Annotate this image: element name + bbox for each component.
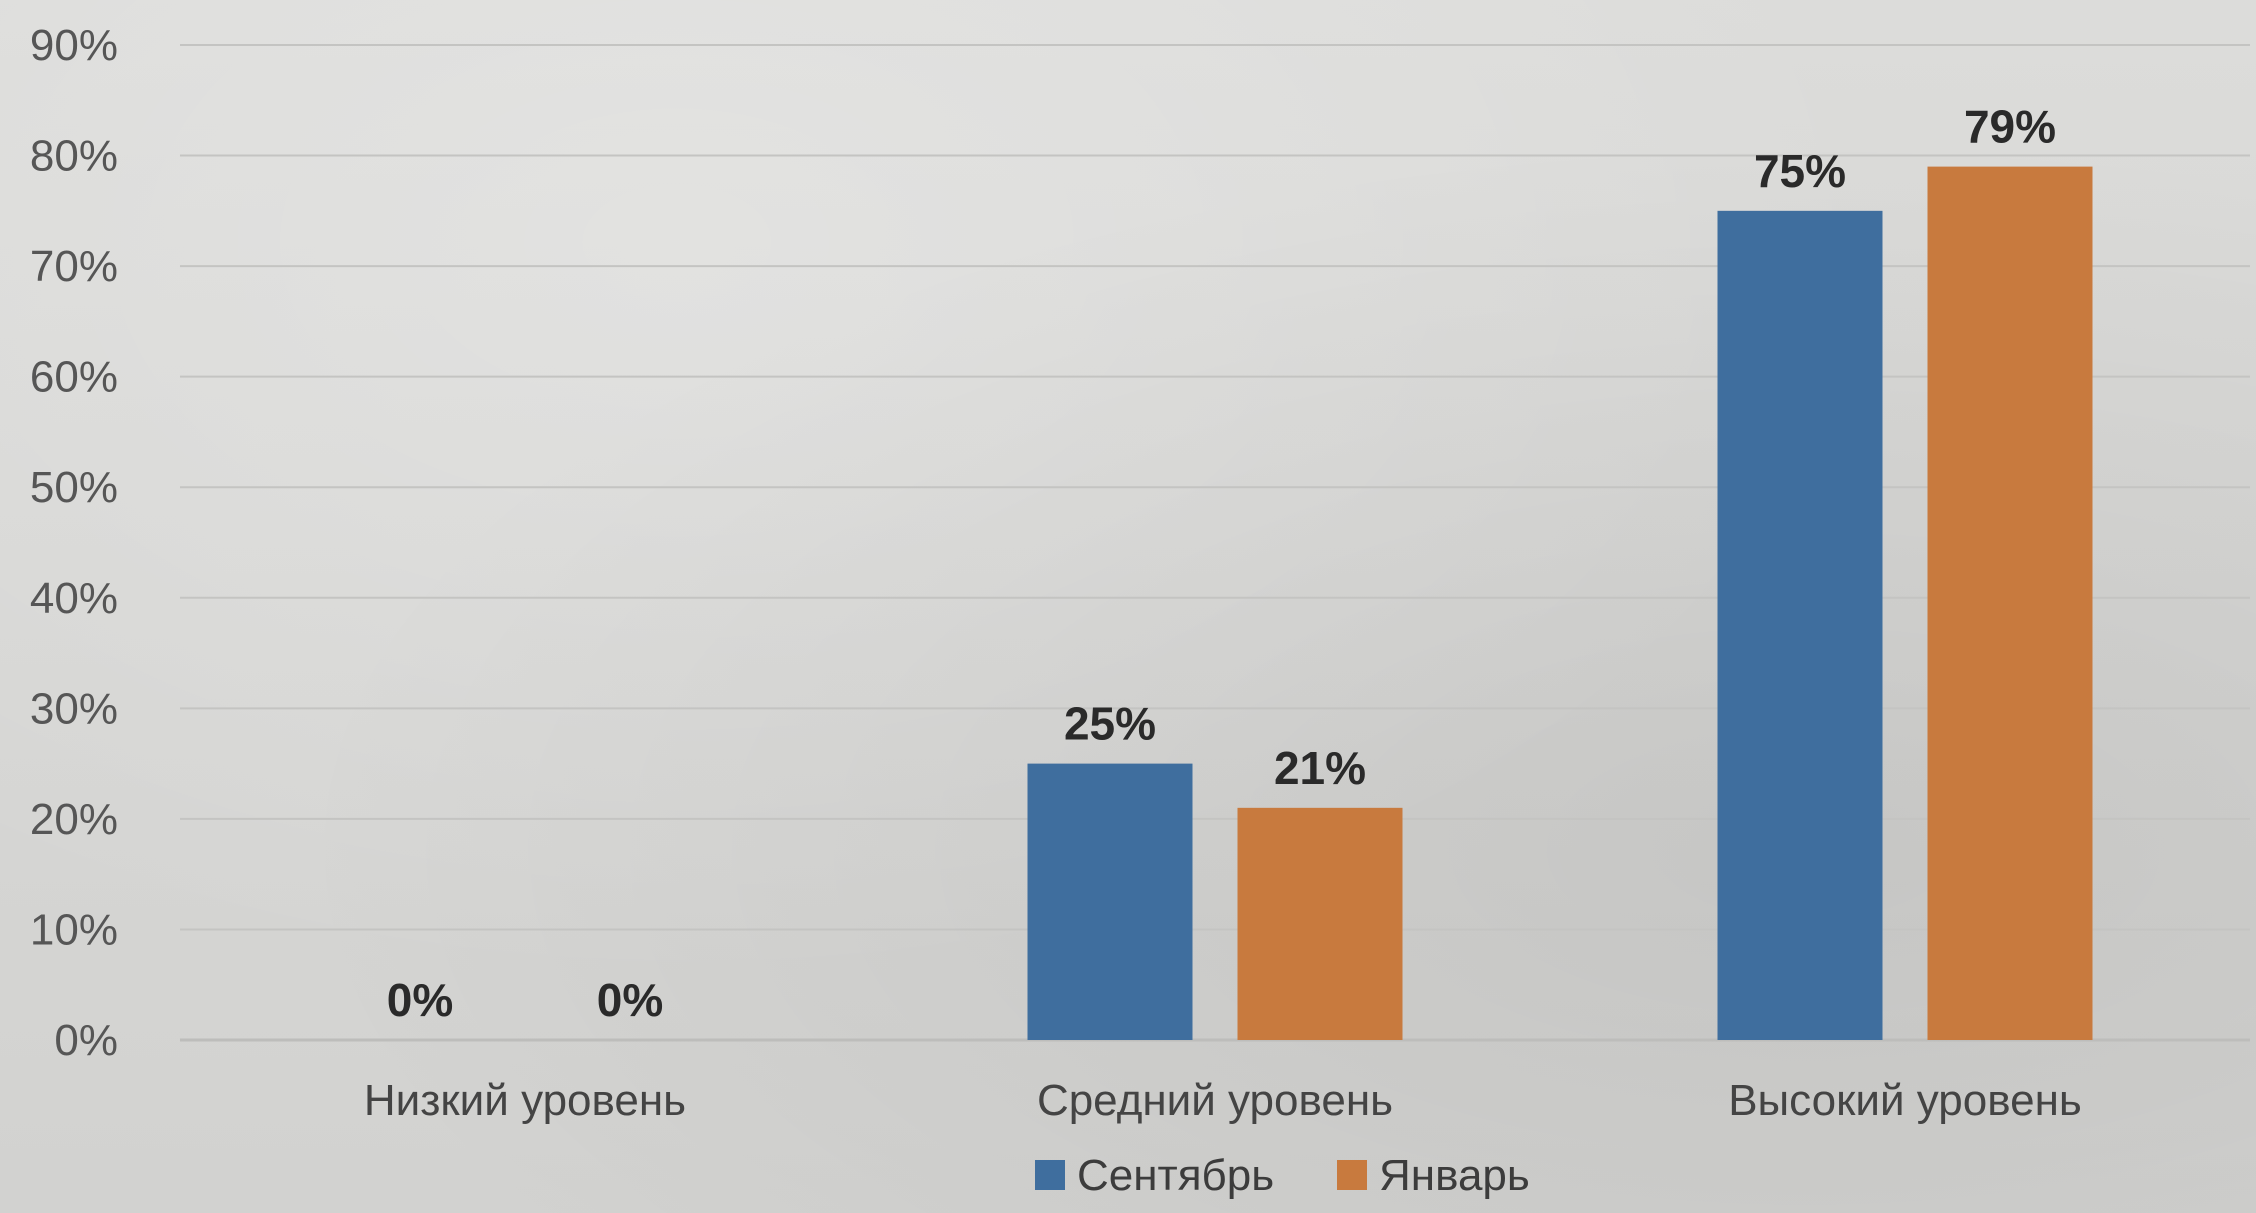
legend-label: Январь — [1379, 1151, 1530, 1200]
legend-swatch — [1035, 1160, 1065, 1190]
data-label: 21% — [1274, 742, 1366, 794]
bar — [1237, 807, 1403, 1040]
y-tick-label: 80% — [30, 132, 118, 181]
y-tick-label: 40% — [30, 574, 118, 623]
y-tick-label: 30% — [30, 684, 118, 733]
bar — [1027, 763, 1193, 1040]
legend-swatch — [1337, 1160, 1367, 1190]
legend-label: Сентябрь — [1077, 1151, 1274, 1200]
y-tick-label: 20% — [30, 795, 118, 844]
y-tick-label: 10% — [30, 905, 118, 954]
data-label: 0% — [597, 974, 663, 1026]
category-label: Низкий уровень — [364, 1076, 686, 1125]
category-label: Высокий уровень — [1728, 1076, 2082, 1125]
data-label: 75% — [1754, 145, 1846, 197]
data-label: 25% — [1064, 698, 1156, 750]
legend: Сентябрь Январь — [1035, 1151, 1530, 1200]
data-label: 0% — [387, 974, 453, 1026]
data-label: 79% — [1964, 101, 2056, 153]
y-tick-label: 0% — [54, 1016, 118, 1065]
y-axis-ticks: 0% 10% 20% 30% 40% 50% 60% 70% 80% 90% — [30, 21, 118, 1065]
bar — [1927, 166, 2093, 1041]
data-labels: 0% 0% 25% 21% 75% 79% — [387, 101, 2056, 1026]
category-label: Средний уровень — [1037, 1076, 1393, 1125]
gridlines — [180, 44, 2250, 1042]
category-labels: Низкий уровень Средний уровень Высокий уро… — [364, 1076, 2082, 1125]
y-tick-label: 70% — [30, 242, 118, 291]
y-tick-label: 50% — [30, 463, 118, 512]
y-tick-label: 90% — [30, 21, 118, 70]
y-tick-label: 60% — [30, 353, 118, 402]
bars — [1027, 166, 2093, 1041]
bar — [1717, 210, 1883, 1041]
